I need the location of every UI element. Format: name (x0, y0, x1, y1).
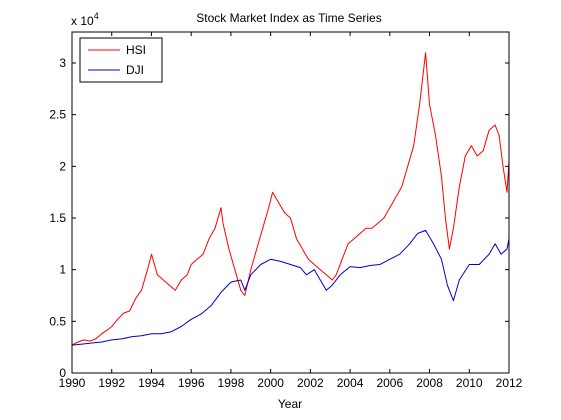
y-tick-label: 0.5 (49, 314, 66, 328)
y-tick-label: 2 (59, 159, 66, 173)
legend-label-hsi: HSI (126, 43, 146, 57)
x-tick-label: 1990 (59, 376, 86, 390)
x-tick-label: 1994 (138, 376, 165, 390)
y-tick-label: 3 (59, 56, 66, 70)
y-tick-label: 1.5 (49, 211, 66, 225)
x-tick-label: 1992 (98, 376, 125, 390)
x-ticks: 1990 1992 1994 1996 1998 2000 2002 2004 2006 2008… (59, 32, 523, 390)
y-ticks: 0 0.5 1 1.5 2 2.5 3 (49, 56, 509, 380)
y-multiplier-exponent: 4 (94, 11, 99, 21)
legend-label-dji: DJI (126, 63, 144, 77)
y-tick-label: 1 (59, 263, 66, 277)
x-tick-label: 2008 (416, 376, 443, 390)
x-tick-label: 2012 (496, 376, 523, 390)
x-tick-label: 1996 (178, 376, 205, 390)
plot-area (72, 32, 509, 373)
x-tick-label: 2006 (376, 376, 403, 390)
y-tick-label: 0 (59, 366, 66, 380)
series-line-hsi (71, 52, 510, 346)
x-tick-label: 2010 (456, 376, 483, 390)
legend-box (79, 37, 163, 83)
y-multiplier-label: x 104 (71, 11, 99, 28)
plot-frame (71, 31, 510, 374)
series-line-dji (71, 229, 510, 346)
x-axis-label: Year (278, 397, 302, 411)
legend: HSI DJI (79, 37, 163, 83)
x-tick-label: 1998 (218, 376, 245, 390)
x-tick-label: 2004 (337, 376, 364, 390)
y-tick-label: 2.5 (49, 108, 66, 122)
chart-title: Stock Market Index as Time Series (196, 11, 381, 25)
x-tick-label: 2000 (257, 376, 284, 390)
x-tick-label: 2002 (297, 376, 324, 390)
series-layer (71, 52, 510, 346)
